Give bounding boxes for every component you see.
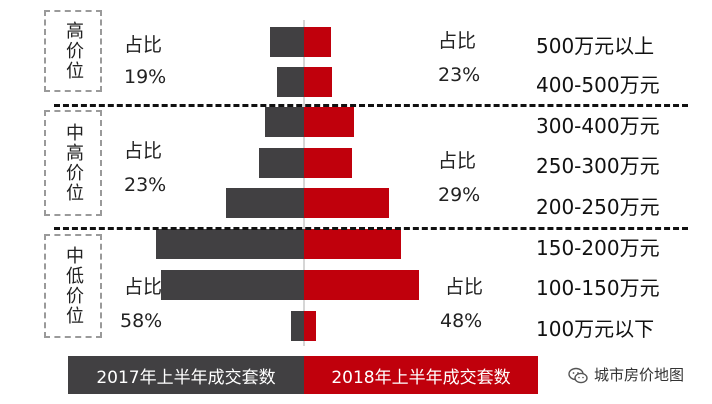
midlow-right-label: 占比 — [445, 276, 484, 298]
high-left-pct: 19% — [124, 66, 167, 88]
legend-2017: 2017年上半年成交套数 — [68, 356, 304, 394]
midhigh-right-label: 占比 — [438, 150, 477, 172]
midhigh-right-pct: 29% — [438, 184, 481, 206]
bar-2017-1 — [277, 67, 304, 97]
bar-2018-0 — [304, 27, 331, 57]
category-label: 100万元以下 — [536, 317, 655, 341]
high-right-pct: 23% — [438, 64, 481, 86]
brand-watermark: 城市房价地图 — [568, 364, 684, 385]
bar-2017-5 — [156, 229, 304, 259]
legend-2018: 2018年上半年成交套数 — [304, 356, 538, 394]
group-box-mid-high: 中高价位 — [44, 110, 102, 216]
midlow-left-label: 占比 — [124, 276, 163, 298]
midhigh-left-pct: 23% — [124, 174, 167, 196]
bar-2018-1 — [304, 67, 332, 97]
bar-2018-2 — [304, 107, 354, 137]
bar-2017-6 — [161, 270, 304, 300]
category-label: 300-400万元 — [536, 114, 660, 138]
category-label: 150-200万元 — [536, 236, 660, 260]
midlow-left-pct: 58% — [120, 310, 163, 332]
bar-2017-2 — [265, 107, 304, 137]
high-left-label: 占比 — [124, 34, 163, 56]
bar-2018-5 — [304, 229, 401, 259]
bar-2017-7 — [291, 311, 304, 341]
bar-2018-4 — [304, 188, 389, 218]
category-label: 200-250万元 — [536, 195, 660, 219]
category-label: 400-500万元 — [536, 73, 660, 97]
bar-2017-0 — [270, 27, 304, 57]
group-box-high: 高价位 — [44, 10, 102, 92]
group-box-mid-low: 中低价位 — [44, 234, 102, 338]
category-label: 500万元以上 — [536, 34, 655, 58]
high-right-label: 占比 — [438, 30, 477, 52]
bar-2018-7 — [304, 311, 316, 341]
group-divider — [54, 227, 688, 230]
midhigh-left-label: 占比 — [124, 140, 163, 162]
bar-2018-3 — [304, 148, 352, 178]
wechat-icon — [568, 367, 588, 383]
midlow-right-pct: 48% — [440, 310, 483, 332]
group-divider — [54, 104, 688, 107]
category-label: 250-300万元 — [536, 154, 660, 178]
bar-2017-4 — [226, 188, 304, 218]
bar-2017-3 — [259, 148, 304, 178]
category-label: 100-150万元 — [536, 276, 660, 300]
brand-name: 城市房价地图 — [594, 366, 685, 384]
bar-2018-6 — [304, 270, 419, 300]
